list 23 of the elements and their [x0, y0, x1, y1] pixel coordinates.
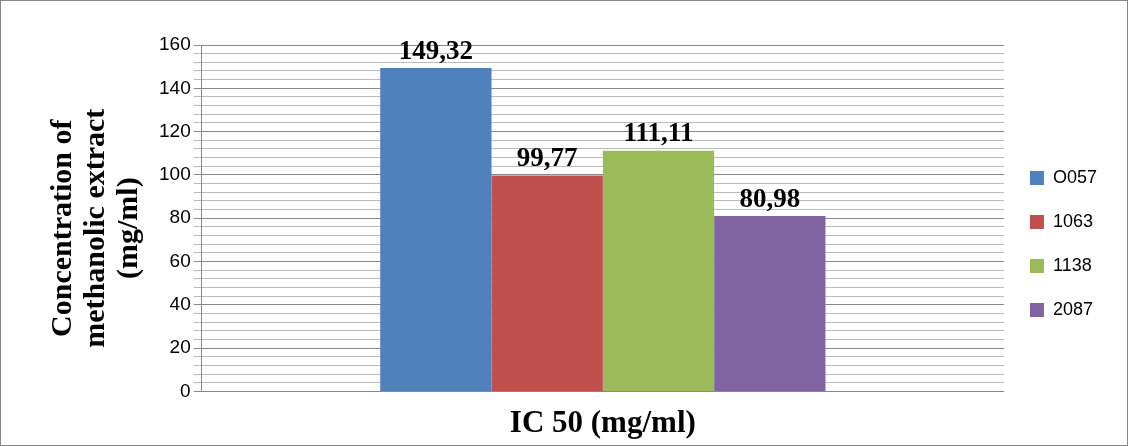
y-tick-label: 160 [159, 33, 191, 55]
y-tick-label: 0 [180, 379, 191, 401]
data-label: 80,98 [739, 182, 801, 213]
data-label: 99,77 [516, 141, 578, 172]
data-label: 149,32 [398, 34, 473, 65]
x-axis-title: IC 50 (mg/ml) [509, 404, 696, 440]
bar [714, 216, 826, 391]
y-tick-label: 120 [159, 119, 191, 141]
y-tick-label: 20 [169, 336, 191, 358]
y-tick-label: 100 [159, 163, 191, 185]
y-tick-label: 140 [159, 76, 191, 98]
y-tick-label: 80 [169, 206, 191, 228]
legend-label: 2087 [1052, 298, 1094, 319]
y-tick-label: 60 [169, 249, 191, 271]
bar [491, 175, 603, 391]
legend-label: 1063 [1052, 210, 1094, 231]
legend-label: 1138 [1052, 254, 1092, 275]
y-tick-label: 40 [169, 293, 191, 315]
y-axis-title: Concentration of methanolic extract (mg/ml) [43, 108, 144, 348]
legend-label: O057 [1052, 166, 1098, 187]
bar [602, 150, 715, 391]
bar [380, 68, 492, 391]
data-label: 111,11 [623, 117, 694, 148]
